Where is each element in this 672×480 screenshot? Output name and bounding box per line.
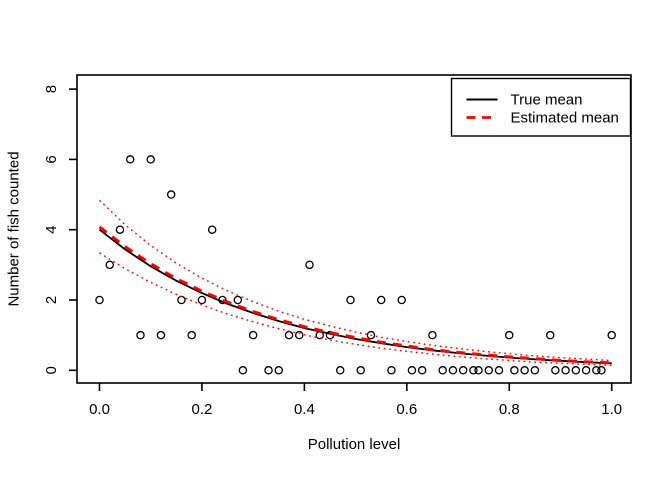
data-point [458, 366, 468, 375]
data-point [545, 330, 555, 340]
data-point [233, 295, 243, 305]
axes: 0.0 0.2 0.4 0.6 0.8 1.0 0 2 4 6 8 [43, 74, 632, 418]
data-point [571, 366, 581, 375]
curve-estimated-mean [98, 225, 612, 365]
x-tick-label: 0.2 [192, 401, 213, 418]
data-point [305, 260, 314, 270]
data-point [156, 330, 166, 340]
data-point [407, 366, 417, 375]
data-point [238, 366, 248, 375]
data-point [474, 366, 483, 375]
data-point [530, 366, 540, 375]
curve-upper-confidence-band [99, 199, 612, 362]
data-point [510, 366, 519, 375]
data-point [335, 366, 345, 375]
data-point [125, 155, 135, 164]
y-axis-title: Number of fish counted [6, 151, 23, 306]
x-tick-label: 0.4 [294, 401, 315, 418]
data-point [387, 366, 396, 375]
scatter-points [95, 155, 616, 375]
x-axis-title: Pollution level [308, 436, 401, 453]
data-point [505, 330, 514, 340]
x-tick-label: 0.8 [499, 401, 520, 418]
data-point [376, 295, 386, 305]
data-point [105, 260, 114, 270]
curve-lower-confidence-band [99, 252, 612, 367]
data-point [561, 366, 570, 375]
data-point [551, 366, 560, 375]
y-tick-label: 6 [43, 155, 60, 163]
data-point [346, 295, 355, 305]
x-tick-label: 1.0 [601, 401, 622, 418]
data-point [295, 330, 304, 340]
data-point [264, 366, 273, 375]
data-point [146, 155, 155, 164]
data-point [248, 330, 258, 340]
data-point [187, 330, 196, 340]
data-point [284, 330, 294, 340]
data-point [448, 366, 458, 375]
data-point [197, 295, 207, 305]
data-point [520, 366, 529, 375]
legend-label: Estimated mean [511, 110, 619, 127]
y-tick-label: 0 [43, 366, 60, 374]
data-point [177, 295, 186, 305]
data-point [469, 366, 478, 375]
data-point [494, 366, 504, 375]
data-point [417, 366, 427, 375]
data-point [397, 295, 406, 305]
data-point [356, 366, 365, 375]
data-point [484, 366, 494, 375]
x-tick-label: 0.0 [89, 401, 110, 418]
data-point [597, 366, 606, 375]
legend-box [450, 77, 632, 137]
legend-label: True mean [511, 92, 583, 109]
data-point [438, 366, 447, 375]
y-tick-label: 4 [43, 226, 60, 234]
data-point [274, 366, 284, 375]
data-point [207, 225, 217, 234]
data-point [166, 190, 176, 199]
data-point [95, 295, 104, 305]
curve-true-mean [98, 228, 612, 365]
data-point [428, 330, 437, 340]
y-tick-label: 8 [43, 85, 60, 93]
data-point [366, 330, 376, 340]
data-point [581, 366, 591, 375]
data-point [115, 225, 125, 234]
mean-curves [98, 199, 612, 367]
y-tick-label: 2 [43, 296, 60, 304]
data-point [607, 330, 616, 340]
data-point [592, 366, 601, 375]
x-tick-label: 0.6 [396, 401, 417, 418]
data-point [136, 330, 145, 340]
